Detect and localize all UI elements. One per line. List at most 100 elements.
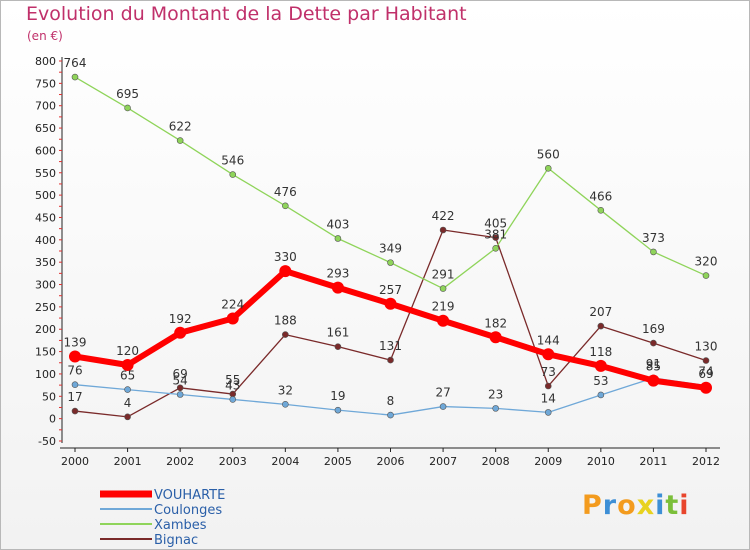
data-label-bignac: 17 bbox=[67, 390, 82, 404]
data-point-vouharte bbox=[121, 359, 134, 371]
data-point-xambes bbox=[702, 272, 710, 279]
data-point-coulonges bbox=[176, 391, 184, 398]
x-tick-label: 2005 bbox=[324, 455, 352, 468]
data-label-vouharte: 192 bbox=[169, 312, 192, 326]
data-point-bignac bbox=[387, 356, 394, 364]
data-point-xambes bbox=[387, 259, 394, 266]
data-point-coulonges bbox=[597, 391, 605, 399]
data-label-bignac: 207 bbox=[589, 305, 612, 319]
y-tick-label: 600 bbox=[35, 144, 56, 157]
data-label-xambes: 476 bbox=[274, 185, 297, 199]
data-label-xambes: 403 bbox=[326, 217, 349, 231]
data-point-coulonges bbox=[124, 386, 131, 393]
data-point-coulonges bbox=[439, 403, 447, 410]
data-point-vouharte bbox=[331, 281, 344, 294]
data-label-xambes: 320 bbox=[695, 255, 718, 269]
data-point-vouharte bbox=[594, 359, 607, 372]
data-label-vouharte: 118 bbox=[589, 345, 612, 359]
data-label-bignac: 73 bbox=[541, 365, 556, 379]
legend-label-vouharte: VOUHARTE bbox=[154, 488, 225, 503]
x-tick-label: 2001 bbox=[114, 455, 142, 468]
data-point-xambes bbox=[124, 104, 131, 112]
y-tick-label: 100 bbox=[35, 368, 56, 381]
y-tick-label: 450 bbox=[35, 211, 56, 224]
data-point-xambes bbox=[71, 73, 79, 81]
logo-letter: r bbox=[602, 490, 618, 521]
data-point-vouharte bbox=[489, 331, 502, 344]
data-label-vouharte: 85 bbox=[646, 360, 661, 374]
data-point-xambes bbox=[597, 207, 605, 214]
data-point-coulonges bbox=[71, 381, 79, 388]
y-tick-label: 500 bbox=[35, 189, 56, 202]
data-point-coulonges bbox=[492, 405, 499, 412]
data-point-bignac bbox=[334, 343, 342, 350]
x-tick-label: 2012 bbox=[692, 455, 720, 468]
data-point-bignac bbox=[650, 339, 657, 347]
data-label-coulonges: 74 bbox=[698, 365, 713, 379]
data-point-coulonges bbox=[544, 409, 552, 416]
legend-label-xambes: Xambes bbox=[154, 518, 207, 533]
data-label-coulonges: 14 bbox=[541, 391, 556, 405]
y-tick-label: 750 bbox=[35, 77, 56, 90]
x-tick-label: 2004 bbox=[271, 455, 299, 468]
data-point-bignac bbox=[124, 413, 131, 421]
data-label-coulonges: 43 bbox=[225, 378, 240, 392]
x-tick-label: 2011 bbox=[639, 455, 667, 468]
data-point-vouharte bbox=[437, 314, 450, 327]
y-tick-label: 300 bbox=[35, 279, 56, 292]
y-tick-label: 0 bbox=[49, 413, 56, 426]
legend-label-coulonges: Coulonges bbox=[154, 503, 222, 518]
data-point-vouharte bbox=[226, 312, 239, 325]
x-tick-label: 2000 bbox=[61, 455, 89, 468]
data-label-bignac: 405 bbox=[484, 217, 507, 231]
logo-letter: t bbox=[665, 490, 680, 521]
data-label-coulonges: 8 bbox=[387, 394, 395, 408]
data-point-bignac bbox=[71, 407, 79, 415]
data-point-bignac bbox=[597, 322, 605, 330]
data-label-vouharte: 69 bbox=[698, 367, 713, 381]
data-label-xambes: 764 bbox=[64, 56, 87, 70]
data-point-xambes bbox=[176, 137, 184, 144]
y-tick-label: 350 bbox=[35, 256, 56, 269]
data-point-bignac bbox=[702, 357, 710, 364]
data-label-coulonges: 54 bbox=[173, 374, 188, 388]
data-label-bignac: 69 bbox=[173, 367, 188, 381]
logo-letter: i bbox=[679, 490, 690, 521]
data-label-coulonges: 53 bbox=[593, 374, 608, 388]
y-tick-label: 50 bbox=[42, 390, 56, 403]
x-tick-label: 2009 bbox=[534, 455, 562, 468]
data-label-bignac: 55 bbox=[225, 373, 240, 387]
data-label-bignac: 4 bbox=[124, 396, 132, 410]
data-label-vouharte: 224 bbox=[221, 298, 244, 312]
data-point-xambes bbox=[282, 202, 289, 210]
data-label-vouharte: 144 bbox=[537, 333, 560, 347]
data-point-bignac bbox=[176, 384, 184, 392]
data-label-bignac: 131 bbox=[379, 339, 402, 353]
data-point-xambes bbox=[439, 285, 447, 292]
y-tick-label: 400 bbox=[35, 234, 56, 247]
data-point-vouharte bbox=[384, 297, 397, 310]
chart-title: Evolution du Montant de la Dette par Hab… bbox=[26, 3, 467, 25]
data-label-bignac: 169 bbox=[642, 322, 665, 336]
x-tick-label: 2006 bbox=[377, 455, 405, 468]
data-label-xambes: 546 bbox=[221, 154, 244, 168]
data-label-xambes: 381 bbox=[484, 227, 507, 241]
logo-letter: o bbox=[617, 490, 637, 521]
data-label-coulonges: 23 bbox=[488, 387, 503, 401]
logo-letter: i bbox=[655, 490, 666, 521]
x-tick-label: 2002 bbox=[166, 455, 194, 468]
data-point-bignac bbox=[282, 331, 289, 338]
logo-letter: P bbox=[582, 490, 603, 521]
x-tick-label: 2007 bbox=[429, 455, 457, 468]
y-tick-label: 150 bbox=[35, 346, 56, 359]
data-point-bignac bbox=[544, 382, 552, 390]
data-label-coulonges: 27 bbox=[435, 386, 450, 400]
data-point-xambes bbox=[544, 164, 552, 172]
data-point-bignac bbox=[492, 234, 499, 241]
data-point-coulonges bbox=[229, 396, 237, 403]
series-line-xambes bbox=[74, 76, 707, 290]
data-label-vouharte: 219 bbox=[432, 300, 455, 314]
data-point-vouharte bbox=[647, 374, 660, 387]
